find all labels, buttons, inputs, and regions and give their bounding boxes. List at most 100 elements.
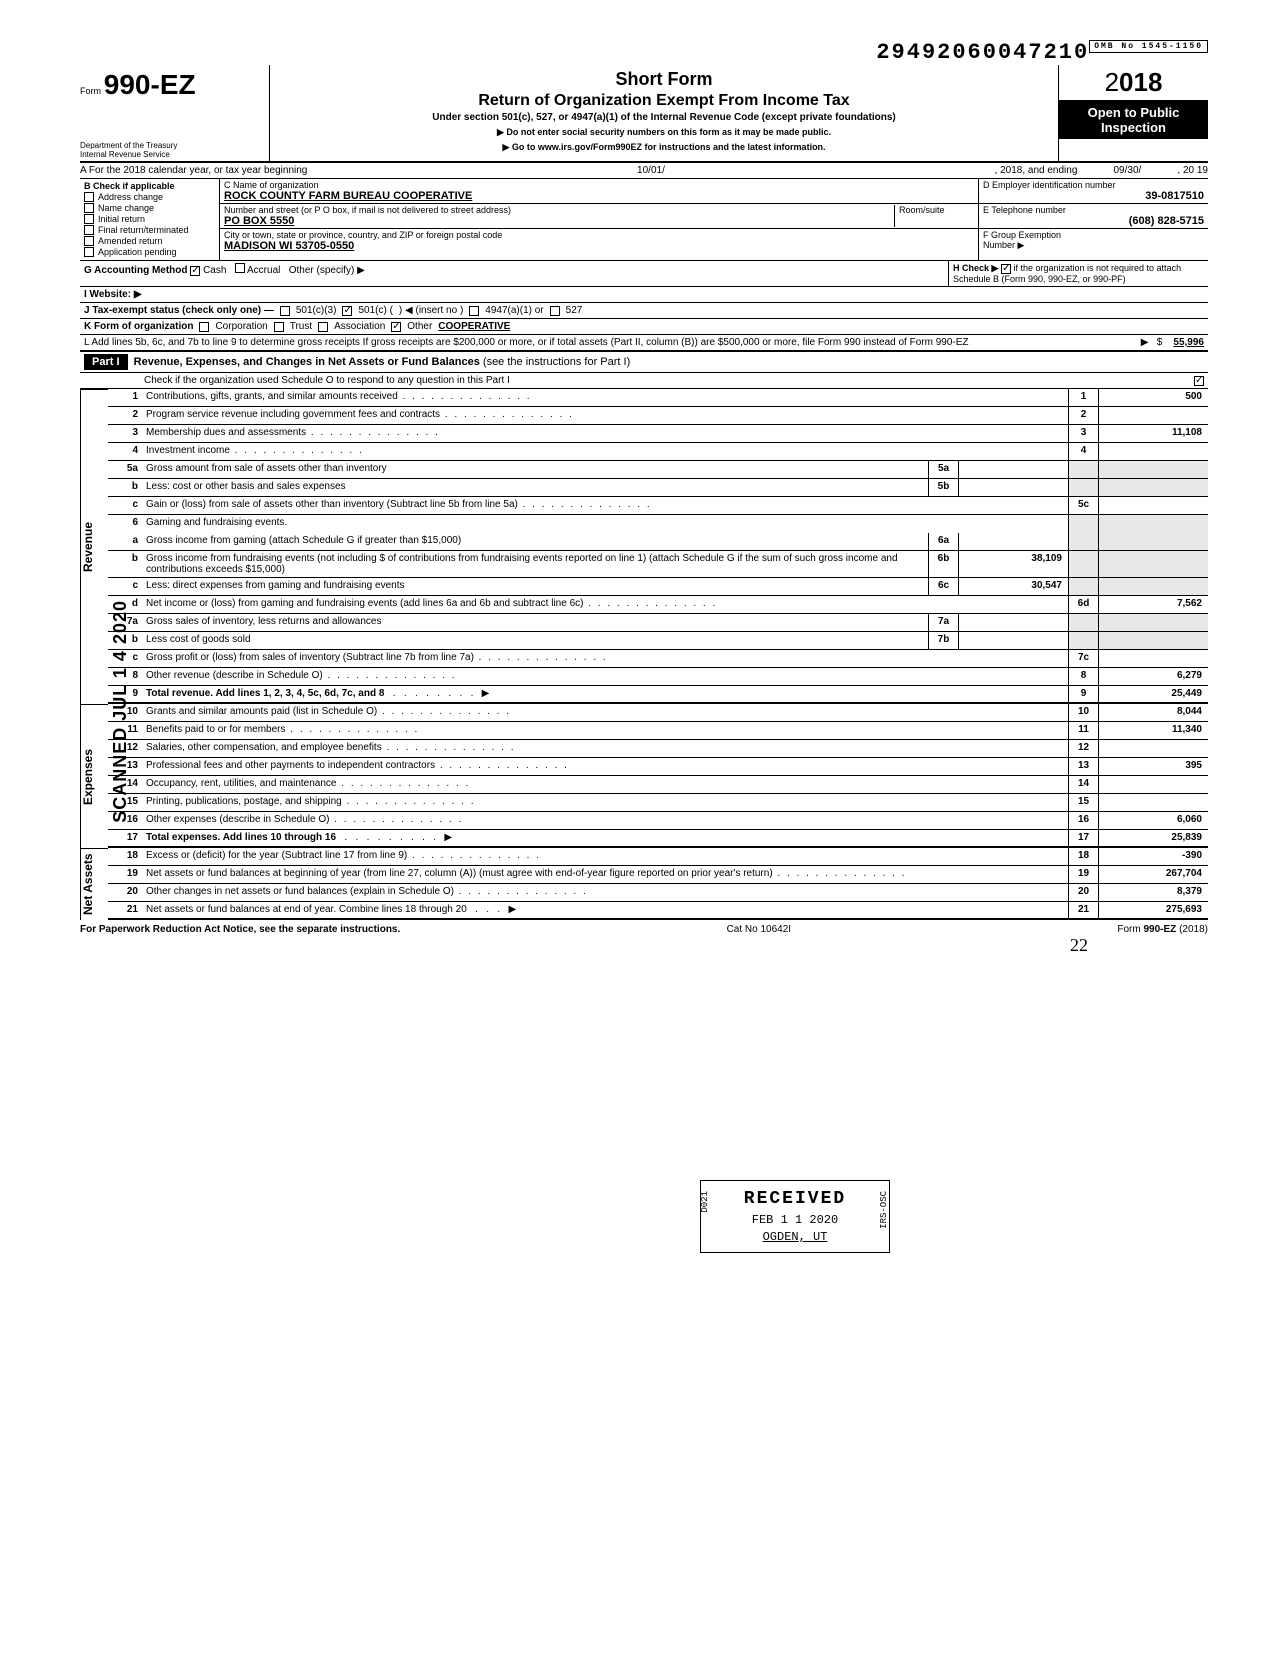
chk-501c3[interactable] [280, 306, 290, 316]
tax-year-end-yr: , 20 19 [1177, 165, 1208, 176]
expenses-section: Expenses 10Grants and similar amounts pa… [80, 704, 1208, 848]
received-stamp: D021 RECEIVED FEB 1 1 2020 OGDEN, UT IRS… [700, 1180, 890, 1253]
line-5b: bLess: cost or other basis and sales exp… [108, 479, 1208, 497]
other-org-value: COOPERATIVE [438, 321, 510, 332]
chk-corporation[interactable] [199, 322, 209, 332]
chk-amended-return[interactable]: Amended return [84, 236, 215, 246]
form-subtitle: Under section 501(c), 527, or 4947(a)(1)… [276, 112, 1052, 123]
chk-accrual[interactable] [235, 263, 245, 273]
room-suite-label: Room/suite [894, 205, 974, 227]
group-label2: Number ▶ [983, 240, 1204, 251]
chk-schedule-b-not-required[interactable] [1001, 264, 1011, 274]
row-l-gross-receipts: L Add lines 5b, 6c, and 7b to line 9 to … [80, 335, 1208, 352]
dept-treasury: Department of the Treasury [80, 141, 263, 150]
header-mid: Short Form Return of Organization Exempt… [270, 65, 1058, 161]
chk-4947[interactable] [469, 306, 479, 316]
line-3: 3Membership dues and assessments311,108 [108, 425, 1208, 443]
org-name: ROCK COUNTY FARM BUREAU COOPERATIVE [224, 190, 974, 202]
block-b-c-d: B Check if applicable Address change Nam… [80, 179, 1208, 261]
line-21: 21Net assets or fund balances at end of … [108, 902, 1208, 920]
line-10: 10Grants and similar amounts paid (list … [108, 704, 1208, 722]
org-name-row: C Name of organization ROCK COUNTY FARM … [220, 179, 978, 204]
row-h-label: H Check ▶ [953, 263, 998, 273]
omb-number: OMB No 1545-1150 [1089, 40, 1208, 53]
line-6a: aGross income from gaming (attach Schedu… [108, 533, 1208, 551]
row-g-accounting: G Accounting Method Cash Accrual Other (… [80, 261, 1208, 287]
line-19: 19Net assets or fund balances at beginni… [108, 866, 1208, 884]
received-location: OGDEN, UT [711, 1229, 879, 1246]
part-i-title: Revenue, Expenses, and Changes in Net As… [134, 356, 480, 368]
line-4: 4Investment income4 [108, 443, 1208, 461]
gross-receipts-value: 55,996 [1173, 337, 1204, 348]
dln-value: 29492060047210 [876, 40, 1089, 65]
col-d-e-f: D Employer identification number 39-0817… [978, 179, 1208, 260]
line-6c: cLess: direct expenses from gaming and f… [108, 578, 1208, 596]
chk-name-change[interactable]: Name change [84, 203, 215, 213]
line-18: 18Excess or (deficit) for the year (Subt… [108, 848, 1208, 866]
chk-address-change[interactable]: Address change [84, 192, 215, 202]
tax-year-begin: 10/01/ [307, 165, 994, 176]
line-7a: 7aGross sales of inventory, less returns… [108, 614, 1208, 632]
form-header: Form 990-EZ Department of the Treasury I… [80, 65, 1208, 163]
header-left: Form 990-EZ Department of the Treasury I… [80, 65, 270, 161]
line-17: 17Total expenses. Add lines 10 through 1… [108, 830, 1208, 848]
chk-trust[interactable] [274, 322, 284, 332]
stamp-side2: IRS-OSC [878, 1191, 891, 1229]
chk-schedule-o[interactable] [1194, 376, 1204, 386]
part-i-schedule-o-check: Check if the organization used Schedule … [80, 373, 1208, 389]
phone-row: E Telephone number (608) 828-5715 [979, 204, 1208, 229]
addr-label: Number and street (or P O box, if mail i… [224, 205, 894, 215]
row-k-label: K Form of organization [84, 321, 193, 332]
row-g-label: G Accounting Method [84, 265, 188, 276]
row-a-tax-year: A For the 2018 calendar year, or tax yea… [80, 163, 1208, 179]
row-j-label: J Tax-exempt status (check only one) — [84, 305, 274, 316]
line-7b: bLess cost of goods sold7b [108, 632, 1208, 650]
revenue-side-label: Revenue [80, 389, 108, 704]
line-6b: bGross income from fundraising events (n… [108, 551, 1208, 578]
paperwork-notice: For Paperwork Reduction Act Notice, see … [80, 924, 400, 935]
cash-label: Cash [203, 265, 226, 276]
chk-527[interactable] [550, 306, 560, 316]
line-8: 8Other revenue (describe in Schedule O)8… [108, 668, 1208, 686]
line-20: 20Other changes in net assets or fund ba… [108, 884, 1208, 902]
cat-no: Cat No 10642I [727, 924, 792, 935]
row-i-website: I Website: ▶ [80, 287, 1208, 303]
row-a-label: A For the 2018 calendar year, or tax yea… [80, 165, 307, 176]
line-16: 16Other expenses (describe in Schedule O… [108, 812, 1208, 830]
received-label: RECEIVED [711, 1187, 879, 1212]
chk-initial-return[interactable]: Initial return [84, 214, 215, 224]
form-title: Return of Organization Exempt From Incom… [276, 92, 1052, 110]
tax-year-end-mo: 09/30/ [1077, 165, 1177, 176]
line-5c: cGain or (loss) from sale of assets othe… [108, 497, 1208, 515]
part-i-paren: (see the instructions for Part I) [483, 356, 1208, 368]
row-h: H Check ▶ if the organization is not req… [948, 261, 1208, 286]
chk-association[interactable] [318, 322, 328, 332]
col-c-org-info: C Name of organization ROCK COUNTY FARM … [220, 179, 978, 260]
col-b-checkboxes: B Check if applicable Address change Nam… [80, 179, 220, 260]
chk-cash[interactable] [190, 266, 200, 276]
form-container: 29492060047210 OMB No 1545-1150 Form 990… [80, 40, 1208, 956]
line-5a: 5aGross amount from sale of assets other… [108, 461, 1208, 479]
document-locator-number: 29492060047210 OMB No 1545-1150 [80, 40, 1208, 65]
org-name-label: C Name of organization [224, 180, 974, 190]
form-prefix: Form [80, 86, 101, 96]
accrual-label: Accrual [247, 265, 280, 276]
chk-other-org[interactable] [391, 322, 401, 332]
chk-501c[interactable] [342, 306, 352, 316]
line-13: 13Professional fees and other payments t… [108, 758, 1208, 776]
dept-irs: Internal Revenue Service [80, 150, 263, 159]
line-1: 1Contributions, gifts, grants, and simil… [108, 389, 1208, 407]
header-right: 2018 Open to Public Inspection [1058, 65, 1208, 161]
chk-application-pending[interactable]: Application pending [84, 247, 215, 257]
line-7c: cGross profit or (loss) from sales of in… [108, 650, 1208, 668]
org-addr-row: Number and street (or P O box, if mail i… [220, 204, 978, 229]
org-address: PO BOX 5550 [224, 215, 894, 227]
row-l-text: L Add lines 5b, 6c, and 7b to line 9 to … [84, 337, 969, 348]
ein-label: D Employer identification number [983, 180, 1204, 190]
line-6: 6Gaming and fundraising events. [108, 515, 1208, 533]
website-label: I Website: ▶ [84, 289, 142, 300]
chk-final-return[interactable]: Final return/terminated [84, 225, 215, 235]
page-footer: For Paperwork Reduction Act Notice, see … [80, 920, 1208, 935]
revenue-section: Revenue 1Contributions, gifts, grants, a… [80, 389, 1208, 704]
org-city: MADISON WI 53705-0550 [224, 240, 974, 252]
